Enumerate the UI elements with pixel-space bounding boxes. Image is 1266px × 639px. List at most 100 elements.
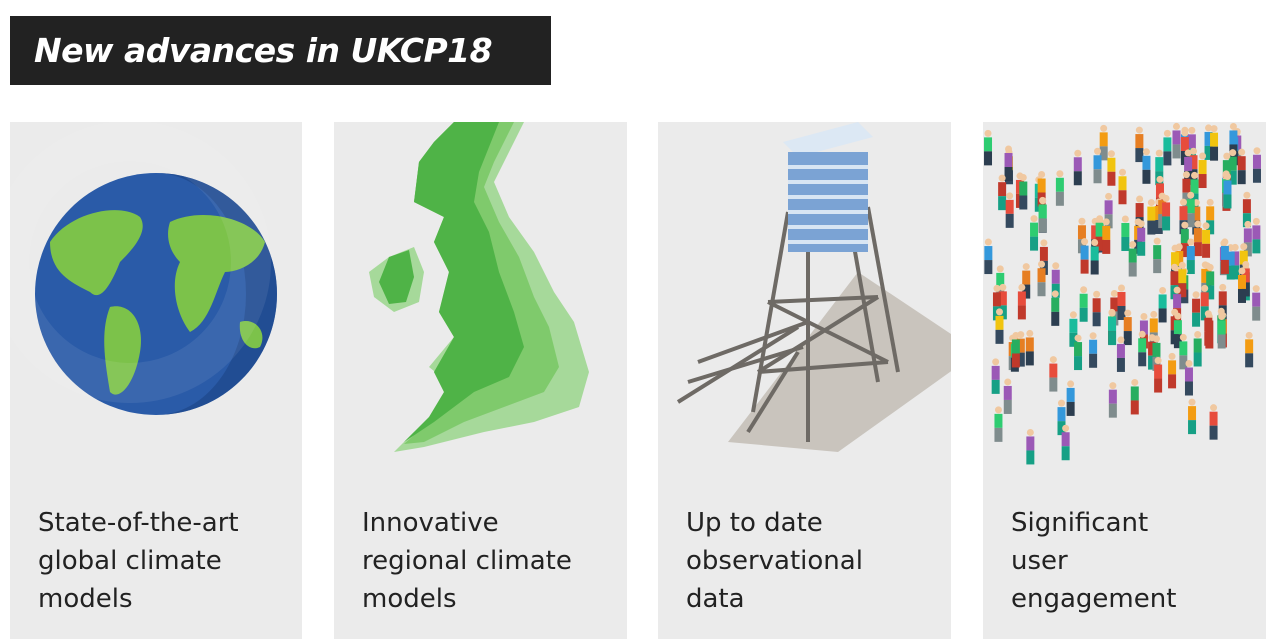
crowd-figure-part: [1185, 360, 1192, 367]
crowd-figure-part: [1102, 240, 1110, 254]
crowd-figure-part: [1174, 287, 1181, 294]
crowd-figure-part: [1049, 364, 1057, 378]
crowd-figure-part: [1221, 238, 1228, 245]
crowd-figure-part: [1124, 310, 1131, 317]
crowd-figure-part: [1188, 127, 1195, 134]
crowd-figure-part: [1159, 308, 1167, 322]
crowd-figure-part: [1006, 200, 1014, 214]
crowd-figure-part: [1136, 196, 1143, 203]
crowd-figure-part: [1143, 148, 1150, 155]
crowd-figure-part: [1131, 386, 1139, 400]
crowd-figure-part: [1169, 353, 1176, 360]
crowd-figure-part: [1194, 331, 1201, 338]
crowd-figure-part: [1185, 382, 1193, 396]
crowd-figure-part: [1040, 239, 1047, 246]
crowd-figure-part: [1253, 218, 1260, 225]
crowd-figure-part: [1168, 360, 1176, 374]
crowd-figure-part: [1179, 206, 1187, 220]
crowd-figure-part: [998, 182, 1006, 196]
crowd-figure-part: [1188, 420, 1196, 434]
crowd-figure-part: [1244, 228, 1252, 242]
crowd-figure-part: [1117, 358, 1125, 372]
crowd-figure-part: [1179, 341, 1187, 355]
crowd-figure-part: [1206, 206, 1214, 220]
crowd-figure-part: [1164, 130, 1171, 137]
crowd-figure-part: [1081, 246, 1089, 260]
crowd-figure-part: [1142, 156, 1150, 170]
crowd-figure-part: [1103, 218, 1110, 225]
crowd-figure-part: [1204, 332, 1212, 346]
crowd-figure-part: [1253, 285, 1260, 292]
crowd-figure-part: [1252, 307, 1260, 321]
crowd-figure-part: [1018, 305, 1026, 319]
crowd-figure-part: [1094, 169, 1102, 183]
crowd-figure-part: [1058, 400, 1065, 407]
crowd-figure-part: [994, 428, 1002, 442]
crowd-figure-part: [1219, 284, 1226, 291]
crowd-figure-part: [1012, 353, 1020, 367]
crowd-figure-part: [1154, 379, 1162, 393]
crowd-figure-part: [1224, 173, 1231, 180]
crowd-figure-part: [1105, 200, 1113, 214]
crowd-figure-part: [1221, 260, 1229, 274]
crowd-figure-part: [1067, 402, 1075, 416]
crowd-illustration: [983, 122, 1266, 502]
crowd-figure-part: [1180, 199, 1187, 206]
crowd-figure-part: [998, 196, 1006, 210]
crowd-figure-part: [1074, 342, 1082, 356]
crowd-figure-part: [1172, 130, 1180, 144]
crowd-figure-part: [1078, 225, 1086, 239]
crowd-figure-part: [1243, 192, 1250, 199]
crowd-figure-part: [1027, 429, 1034, 436]
crowd-figure-part: [1093, 291, 1100, 298]
crowd-figure-part: [1102, 226, 1110, 240]
crowd-figure-part: [997, 265, 1004, 272]
crowd-figure-part: [1051, 312, 1059, 326]
crowd-figure-part: [1245, 339, 1253, 353]
caption-line: user: [1011, 542, 1176, 580]
crowd-figure-part: [1091, 247, 1099, 261]
crowd-figure-part: [1238, 267, 1245, 274]
crowd-figure-part: [1138, 220, 1145, 227]
crowd-figure-part: [985, 239, 992, 246]
crowd-figure-part: [1093, 312, 1101, 326]
crowd-figure-part: [1089, 354, 1097, 368]
crowd-figure-part: [1199, 160, 1207, 174]
crowd-figure-part: [1108, 331, 1116, 345]
crowd-figure-part: [1089, 340, 1097, 354]
crowd-figure-part: [1174, 320, 1182, 334]
crowd-figure-part: [1109, 404, 1117, 418]
caption-line: Innovative: [362, 504, 572, 542]
crowd-figure-part: [1187, 239, 1194, 246]
crowd-figure-part: [1038, 171, 1045, 178]
crowd-figure-part: [1090, 332, 1097, 339]
crowd-figure-part: [1038, 178, 1046, 192]
crowd-figure-part: [995, 316, 1003, 330]
crowd-figure-part: [1207, 199, 1214, 206]
crowd-figure-part: [1181, 130, 1188, 137]
crowd-figure-part: [1194, 228, 1202, 242]
crowd-figure-part: [999, 175, 1006, 182]
crowd-figure-part: [1155, 157, 1163, 171]
crowd-figure-part: [1180, 334, 1187, 341]
crowd-figure-part: [1075, 335, 1082, 342]
crowd-figure-part: [1038, 268, 1046, 282]
crowd-figure-part: [1081, 238, 1088, 245]
crowd-figure-part: [1221, 246, 1229, 260]
crowd-figure-part: [1206, 271, 1214, 285]
crowd-figure-part: [1194, 242, 1202, 256]
crowd-figure-part: [1193, 291, 1200, 298]
crowd-figure-part: [1191, 172, 1198, 179]
crowd-figure-part: [1159, 294, 1167, 308]
globe-illustration: [10, 122, 302, 502]
crowd-figure-part: [1117, 292, 1125, 306]
crowd-figure-part: [1138, 352, 1146, 366]
crowd-figure-part: [1119, 169, 1126, 176]
crowd-figure-part: [1173, 123, 1180, 130]
crowd-figure-part: [1119, 190, 1127, 204]
crowd-figure-part: [1182, 179, 1190, 193]
crowd-figure-part: [1052, 262, 1059, 269]
crowd-figure-part: [1170, 271, 1178, 285]
crowd-figure-part: [1188, 134, 1196, 148]
